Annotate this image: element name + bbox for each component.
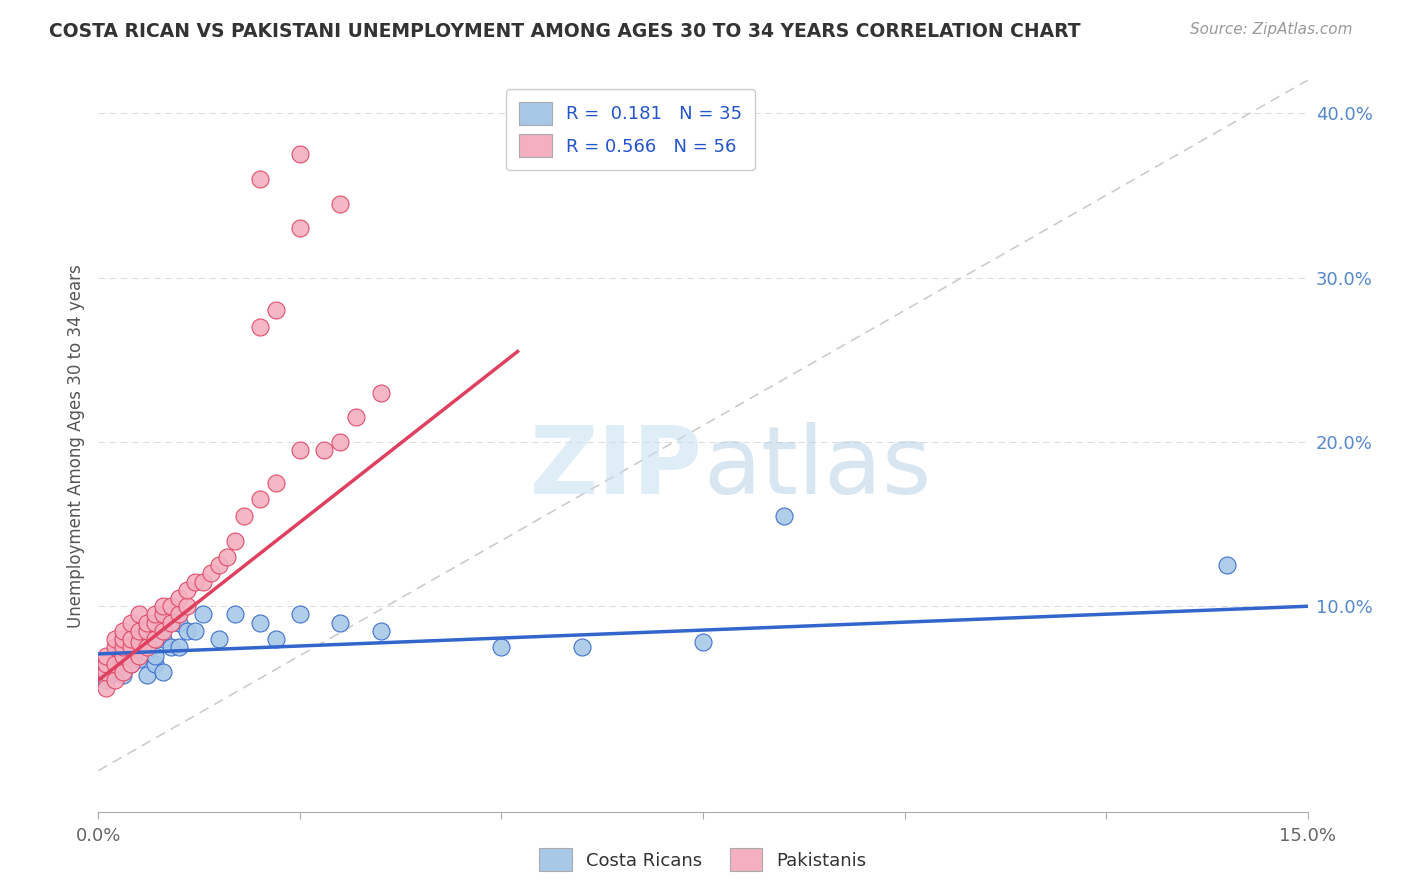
Point: [96, 657, 118, 671]
Point: [160, 599, 183, 614]
Point: [152, 665, 174, 679]
Point: [314, 443, 336, 458]
Point: [103, 665, 125, 679]
Point: [135, 668, 157, 682]
Point: [111, 624, 134, 638]
Point: [232, 508, 254, 523]
Point: [143, 615, 166, 630]
Point: [111, 640, 134, 655]
Point: [167, 591, 190, 605]
Point: [152, 599, 174, 614]
Point: [96, 648, 118, 663]
Point: [370, 624, 392, 638]
Point: [96, 665, 118, 679]
Point: [111, 665, 134, 679]
Point: [176, 582, 198, 597]
Point: [128, 648, 150, 663]
Text: atlas: atlas: [703, 422, 931, 514]
Point: [288, 607, 311, 622]
Point: [135, 645, 157, 659]
Point: [103, 632, 125, 647]
Point: [491, 640, 513, 655]
Point: [249, 319, 271, 334]
Point: [224, 533, 246, 548]
Point: [128, 607, 150, 622]
Point: [571, 640, 593, 655]
Point: [329, 615, 352, 630]
Point: [152, 624, 174, 638]
Point: [224, 607, 246, 622]
Point: [370, 385, 392, 400]
Point: [96, 673, 118, 688]
Point: [288, 443, 311, 458]
Point: [329, 434, 352, 449]
Point: [249, 615, 271, 630]
Point: [184, 574, 207, 589]
Point: [176, 599, 198, 614]
Point: [1216, 558, 1239, 573]
Point: [288, 147, 311, 161]
Point: [143, 632, 166, 647]
Point: [103, 673, 125, 688]
Point: [143, 657, 166, 671]
Point: [160, 615, 183, 630]
Point: [111, 632, 134, 647]
Point: [135, 624, 157, 638]
Point: [143, 648, 166, 663]
Point: [264, 303, 287, 318]
Point: [103, 648, 125, 663]
Point: [111, 652, 134, 666]
Point: [264, 475, 287, 490]
Point: [103, 657, 125, 671]
Text: Source: ZipAtlas.com: Source: ZipAtlas.com: [1189, 22, 1353, 37]
Point: [96, 657, 118, 671]
Point: [96, 681, 118, 696]
Point: [128, 632, 150, 647]
Legend: Costa Ricans, Pakistanis: Costa Ricans, Pakistanis: [531, 841, 875, 879]
Point: [128, 635, 150, 649]
Text: ZIP: ZIP: [530, 422, 703, 514]
Point: [217, 549, 239, 564]
Point: [120, 615, 142, 630]
Point: [152, 607, 174, 622]
Point: [200, 566, 222, 581]
Point: [184, 624, 207, 638]
Point: [128, 624, 150, 638]
Point: [167, 615, 190, 630]
Point: [135, 640, 157, 655]
Point: [111, 668, 134, 682]
Point: [120, 640, 142, 655]
Point: [692, 635, 714, 649]
Point: [167, 607, 190, 622]
Y-axis label: Unemployment Among Ages 30 to 34 years: Unemployment Among Ages 30 to 34 years: [66, 264, 84, 628]
Point: [120, 657, 142, 671]
Point: [143, 607, 166, 622]
Text: COSTA RICAN VS PAKISTANI UNEMPLOYMENT AMONG AGES 30 TO 34 YEARS CORRELATION CHAR: COSTA RICAN VS PAKISTANI UNEMPLOYMENT AM…: [49, 22, 1081, 41]
Point: [193, 574, 215, 589]
Point: [208, 558, 231, 573]
Point: [152, 632, 174, 647]
Point: [103, 640, 125, 655]
Point: [329, 196, 352, 211]
Point: [344, 410, 367, 425]
Point: [135, 615, 157, 630]
Legend: R =  0.181   N = 35, R = 0.566   N = 56: R = 0.181 N = 35, R = 0.566 N = 56: [506, 89, 755, 170]
Point: [120, 632, 142, 647]
Point: [120, 640, 142, 655]
Point: [167, 640, 190, 655]
Point: [208, 632, 231, 647]
Point: [160, 640, 183, 655]
Point: [120, 657, 142, 671]
Point: [176, 624, 198, 638]
Point: [288, 221, 311, 235]
Point: [249, 172, 271, 186]
Point: [249, 492, 271, 507]
Point: [193, 607, 215, 622]
Point: [772, 508, 794, 523]
Point: [128, 652, 150, 666]
Point: [264, 632, 287, 647]
Point: [111, 648, 134, 663]
Point: [111, 645, 134, 659]
